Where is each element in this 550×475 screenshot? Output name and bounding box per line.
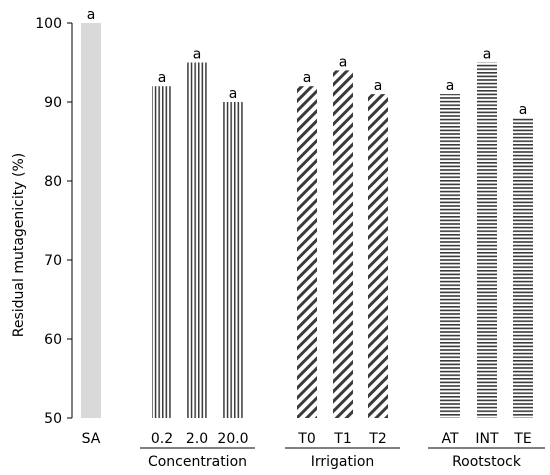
- group-label-concentration: Concentration: [148, 454, 247, 470]
- bar-T0: [297, 86, 317, 418]
- significance-letter-0.2: a: [158, 70, 167, 86]
- bar-T1: [333, 70, 353, 419]
- y-tick-label-50: 50: [44, 411, 62, 427]
- x-tick-labels: SA 0.2 2.0 20.0 T0 T1 T2 AT INT TE: [82, 431, 532, 447]
- bar-SA: [81, 23, 101, 418]
- y-tick-label-80: 80: [44, 174, 62, 190]
- x-tick-label-T2: T2: [368, 431, 386, 447]
- y-tick-label-60: 60: [44, 332, 62, 348]
- bar-20.0: [223, 102, 243, 418]
- bar-2.0: [187, 62, 207, 418]
- x-tick-label-0.2: 0.2: [151, 431, 173, 447]
- significance-letter-T2: a: [374, 78, 383, 94]
- x-tick-label-T1: T1: [333, 431, 351, 447]
- x-tick-label-INT: INT: [475, 431, 499, 447]
- y-axis-ticks: 50 60 70 80 90 100: [35, 16, 72, 427]
- group-label-irrigation: Irrigation: [311, 454, 375, 470]
- bar-T2: [368, 94, 388, 418]
- x-tick-label-20.0: 20.0: [217, 431, 248, 447]
- bar-TE: [513, 117, 533, 419]
- bar-INT: [477, 62, 497, 418]
- significance-letter-T1: a: [339, 54, 348, 70]
- significance-letter-INT: a: [483, 47, 492, 63]
- x-tick-label-SA: SA: [82, 431, 101, 447]
- y-axis-label: Residual mutagenicity (%): [11, 153, 27, 337]
- x-tick-label-T0: T0: [297, 431, 315, 447]
- significance-letter-T0: a: [303, 70, 312, 86]
- bar-0.2: [152, 86, 172, 418]
- significance-letter-SA: a: [87, 7, 96, 23]
- y-tick-label-100: 100: [35, 16, 62, 32]
- significance-letter-2.0: a: [193, 47, 202, 63]
- significance-letter-TE: a: [519, 102, 528, 118]
- bars: [81, 23, 533, 419]
- y-tick-label-70: 70: [44, 253, 62, 269]
- significance-letter-20.0: a: [229, 86, 238, 102]
- significance-letter-AT: a: [446, 78, 455, 94]
- x-tick-label-TE: TE: [513, 431, 531, 447]
- x-tick-label-2.0: 2.0: [186, 431, 208, 447]
- group-label-rootstock: Rootstock: [452, 454, 522, 470]
- y-tick-label-90: 90: [44, 95, 62, 111]
- x-tick-label-AT: AT: [441, 431, 458, 447]
- group-brackets: Concentration Irrigation Rootstock: [140, 447, 545, 470]
- significance-letters: a a a a a a a a a a: [87, 7, 528, 118]
- bar-AT: [440, 94, 460, 418]
